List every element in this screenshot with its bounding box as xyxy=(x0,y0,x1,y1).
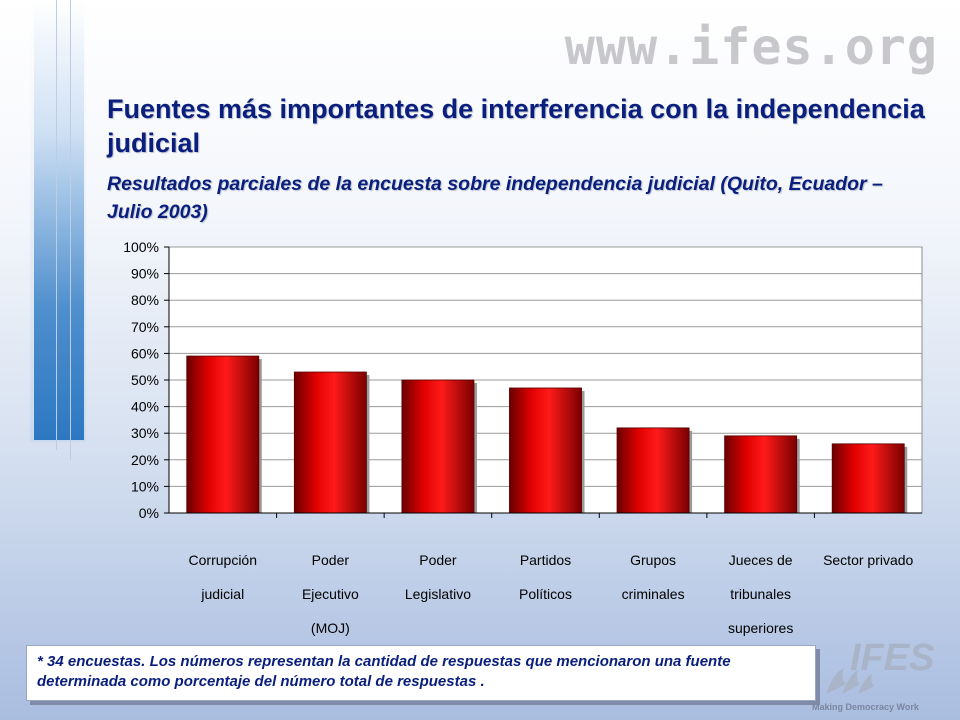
footnote: * 34 encuestas. Los números representan … xyxy=(26,645,816,701)
x-tick-label: criminales xyxy=(622,586,685,602)
x-tick-label: Jueces de xyxy=(729,552,793,568)
y-tick-label: 30% xyxy=(131,425,159,441)
bar xyxy=(616,427,690,514)
logo-tagline: Making Democracy Work xyxy=(812,702,920,712)
x-tick-label: Políticos xyxy=(519,586,572,602)
x-tick-label: Legislativo xyxy=(405,586,471,602)
y-tick-label: 70% xyxy=(131,319,159,335)
bar xyxy=(293,371,367,514)
y-tick-label: 0% xyxy=(139,505,159,521)
x-tick-label: superiores xyxy=(728,620,793,636)
bar xyxy=(401,379,475,514)
slide-subtitle: Resultados parciales de la encuesta sobr… xyxy=(107,173,883,223)
y-tick-label: 50% xyxy=(131,372,159,388)
website-watermark: www.ifes.org xyxy=(564,18,938,76)
decorative-blue-bar xyxy=(34,0,84,440)
y-tick-label: 60% xyxy=(131,345,159,361)
x-tick-label: Corrupción xyxy=(189,552,257,568)
y-tick-label: 10% xyxy=(131,478,159,494)
y-tick-label: 40% xyxy=(131,399,159,415)
x-tick-label: Partidos xyxy=(520,552,571,568)
decorative-line xyxy=(56,0,57,450)
y-tick-label: 100% xyxy=(123,239,159,255)
x-tick-label: (MOJ) xyxy=(311,620,350,636)
y-tick-label: 90% xyxy=(131,266,159,282)
x-tick-label: Ejecutivo xyxy=(302,586,359,602)
x-tick-label: judicial xyxy=(200,586,244,602)
x-tick-label: Grupos xyxy=(630,552,676,568)
slide-title: Fuentes más importantes de interferencia… xyxy=(107,94,925,158)
y-tick-label: 20% xyxy=(131,452,159,468)
x-tick-label: Poder xyxy=(419,552,457,568)
x-tick-label: Poder xyxy=(312,552,350,568)
x-tick-label: tribunales xyxy=(730,586,791,602)
bar xyxy=(724,435,798,514)
bar xyxy=(831,443,905,514)
logo-text: IFES xyxy=(850,637,934,679)
y-tick-label: 80% xyxy=(131,292,159,308)
ifes-logo: IFES Making Democracy Work xyxy=(812,637,934,712)
decorative-line xyxy=(70,0,71,460)
bar xyxy=(509,387,582,514)
x-tick-label: Sector privado xyxy=(823,552,913,568)
bar xyxy=(186,355,260,514)
